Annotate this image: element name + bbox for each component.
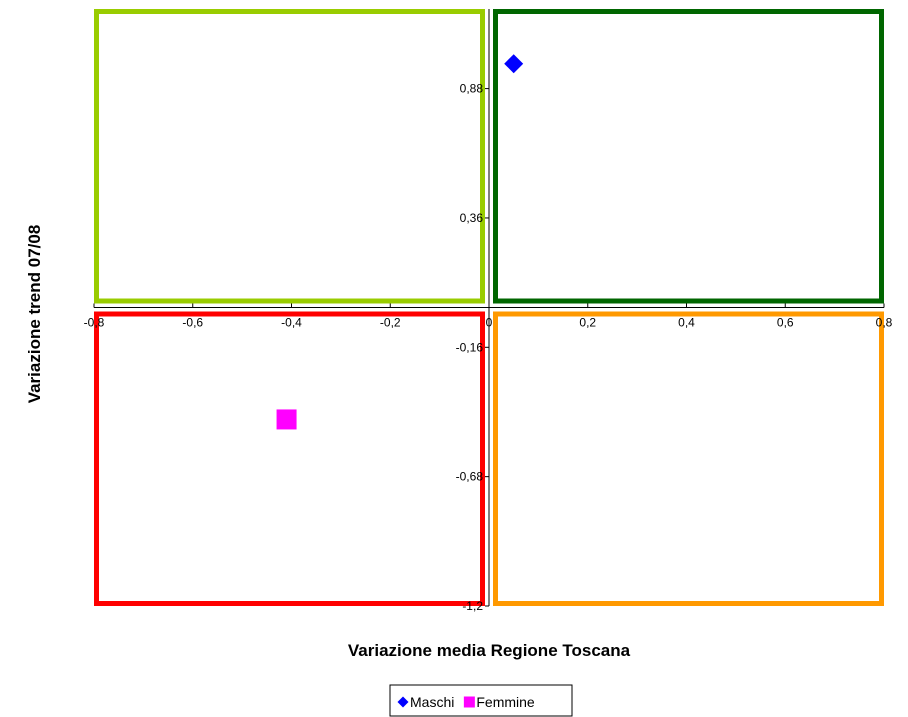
x-tick-label: 0,2 — [579, 316, 596, 330]
x-tick-label: -0,6 — [182, 316, 203, 330]
legend-box — [389, 684, 573, 717]
quadrant-layer — [94, 9, 884, 606]
maschi-point — [504, 54, 524, 74]
y-tick-label: 0,36 — [460, 211, 484, 225]
x-tick-label: 0 — [486, 316, 493, 330]
point-layer — [276, 54, 524, 430]
legend-femmine-symbol — [463, 696, 475, 708]
x-tick-label: 0,8 — [876, 316, 893, 330]
x-tick-label: -0,8 — [84, 316, 105, 330]
x-tick-label: -0,2 — [380, 316, 401, 330]
x-tick-layer: -0,8 -0,6 -0,4 -0,2 0 0,2 0,4 0,6 0,8 — [84, 303, 893, 330]
y-tick-label: -0,68 — [456, 470, 484, 484]
quadrant-bottom-right — [493, 311, 884, 606]
y-tick-label: 0,88 — [460, 82, 484, 96]
x-tick-label: 0,6 — [777, 316, 794, 330]
quadrant-bottom-left — [94, 311, 485, 606]
femmine-point — [276, 409, 297, 430]
quadrant-top-right — [493, 9, 884, 304]
legend-femmine-label: Femmine — [476, 694, 535, 710]
y-tick-layer: 0,88 0,36 -0,16 -0,68 -1,2 — [456, 82, 489, 613]
legend-maschi-symbol — [397, 696, 409, 708]
x-axis-title: Variazione media Regione Toscana — [348, 641, 631, 660]
legend: Maschi Femmine — [389, 684, 573, 717]
legend-maschi-label: Maschi — [410, 694, 454, 710]
y-axis-title: Variazione trend 07/08 — [25, 225, 44, 404]
y-tick-label: -1,2 — [462, 599, 483, 613]
y-tick-label: -0,16 — [456, 340, 484, 354]
x-tick-label: -0,4 — [281, 316, 302, 330]
quadrant-top-left — [94, 9, 485, 304]
x-tick-label: 0,4 — [678, 316, 695, 330]
